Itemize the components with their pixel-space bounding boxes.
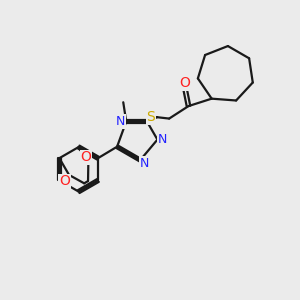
- Text: O: O: [179, 76, 191, 90]
- Text: N: N: [158, 133, 167, 146]
- Text: N: N: [140, 157, 149, 169]
- Text: O: O: [80, 150, 92, 164]
- Text: S: S: [146, 110, 155, 124]
- Text: O: O: [59, 174, 70, 188]
- Text: N: N: [116, 115, 126, 128]
